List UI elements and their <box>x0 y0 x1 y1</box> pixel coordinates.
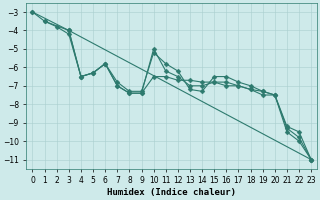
X-axis label: Humidex (Indice chaleur): Humidex (Indice chaleur) <box>107 188 236 197</box>
